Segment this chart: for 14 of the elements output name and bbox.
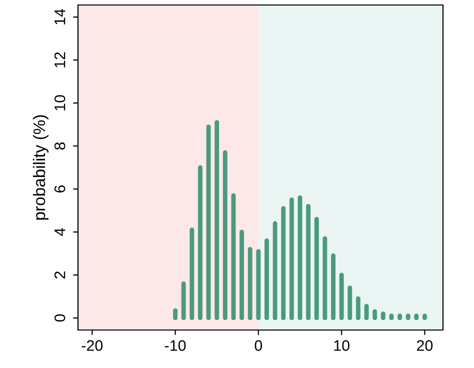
y-tick-label: 8 bbox=[54, 142, 66, 150]
y-tick-label: 14 bbox=[54, 8, 66, 24]
x-tick-label: -20 bbox=[82, 340, 103, 351]
y-tick-label: 0 bbox=[54, 314, 66, 322]
y-tick-label: 6 bbox=[54, 185, 66, 192]
y-tick-label: 4 bbox=[54, 228, 66, 236]
x-tick-label: 10 bbox=[334, 340, 350, 351]
y-tick-label: 12 bbox=[54, 52, 66, 68]
x-tick-label: -10 bbox=[164, 340, 186, 351]
x-tick-label: 20 bbox=[416, 340, 433, 351]
y-axis-title: probability (%) bbox=[32, 115, 48, 220]
x-tick-label: 0 bbox=[254, 340, 262, 351]
y-tick-label: 10 bbox=[54, 95, 66, 110]
y-tick-label: 2 bbox=[54, 271, 66, 278]
